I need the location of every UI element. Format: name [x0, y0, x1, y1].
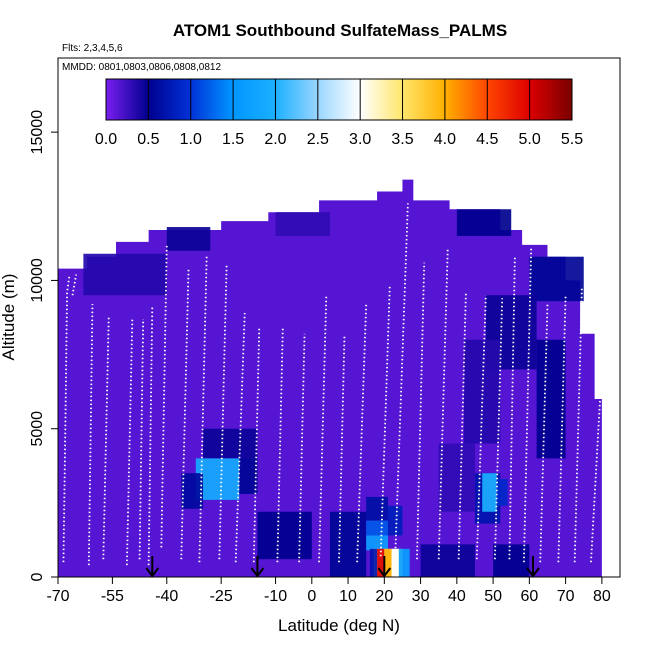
flight-track — [539, 304, 549, 563]
flight-track — [198, 256, 208, 563]
y-tick-label: 10000 — [29, 258, 46, 303]
colorbar-tick-label: 2.5 — [307, 131, 329, 148]
plot-area — [57, 57, 621, 578]
arrow-head — [145, 567, 160, 578]
heatmap-cell — [420, 544, 475, 577]
x-tick-label: 0 — [307, 588, 316, 605]
flight-track — [125, 318, 134, 566]
flight-track — [457, 292, 467, 560]
x-axis: -70 -55 -40 -25 -10 0 10 20 30 40 50 60 70 80 — [46, 576, 620, 605]
flight-track — [234, 313, 246, 563]
y-tick-label: 5000 — [29, 411, 46, 447]
colorbar-tick-label: 3.0 — [349, 131, 371, 148]
flight-track — [218, 265, 228, 560]
flight-track — [557, 295, 567, 563]
flight-tracks-layer — [62, 203, 601, 566]
dates-subtitle: MMDD: 0801,0803,0806,0808,0812 — [62, 62, 221, 73]
heatmap-cell — [257, 511, 312, 560]
heatmap-cell — [384, 548, 392, 577]
flight-track — [338, 336, 346, 563]
colorbar-tick-label: 2.0 — [264, 131, 286, 148]
flight-track — [590, 399, 601, 563]
x-tick-label: 10 — [339, 588, 357, 605]
colorbar-tick-label: 4.5 — [476, 131, 498, 148]
flight-track — [379, 286, 391, 557]
arrows-layer — [145, 556, 540, 578]
flight-track — [276, 327, 284, 563]
heatmap-cell — [275, 212, 330, 236]
x-tick-label: -25 — [210, 588, 233, 605]
x-tick-label: 40 — [448, 588, 466, 605]
heatmap-cell — [83, 253, 167, 296]
colorbar-tick-label: 0.0 — [95, 131, 117, 148]
colorbar-tick-label: 3.5 — [391, 131, 413, 148]
colorbar-tick-label: 5.5 — [561, 131, 583, 148]
heatmap-layer — [58, 179, 602, 577]
flight-track — [318, 295, 328, 563]
x-tick-label: 20 — [375, 588, 393, 605]
heatmap-cell — [329, 511, 367, 577]
heatmap-cell — [391, 548, 399, 577]
heatmap-cell — [496, 479, 508, 506]
heatmap-cell — [482, 473, 497, 512]
heatmap-cell — [366, 520, 388, 536]
colorbar-tick-label: 4.0 — [434, 131, 456, 148]
colorbar-gradient — [105, 78, 573, 121]
colorbar-ticks: 0.0 0.5 1.0 1.5 2.0 2.5 3.0 3.5 4.0 4.5 5.0 5.5 — [95, 79, 583, 148]
x-tick-label: -40 — [155, 588, 178, 605]
x-tick-label: -55 — [101, 588, 124, 605]
heatmap-cell — [366, 535, 388, 551]
flight-track — [180, 268, 190, 560]
flight-track — [475, 295, 487, 560]
heatmap-cell — [181, 473, 204, 509]
arrow-head — [250, 567, 265, 578]
y-axis-label: Altitude (m) — [0, 274, 18, 361]
flight-track — [138, 318, 145, 560]
x-axis-label: Latitude (deg N) — [278, 616, 400, 635]
x-tick-label: 30 — [412, 588, 430, 605]
heatmap-cell — [536, 339, 566, 459]
flight-track — [416, 262, 426, 560]
colorbar-tick-label: 0.5 — [137, 131, 159, 148]
flight-track — [523, 247, 533, 563]
heatmap-cell — [203, 428, 258, 459]
flights-subtitle: Flts: 2,3,4,5,6 — [62, 43, 123, 54]
heatmap-cell — [369, 548, 378, 577]
flight-track — [160, 244, 168, 548]
x-tick-label: -70 — [46, 588, 69, 605]
heatmap-cell — [366, 496, 388, 521]
x-tick-label: 80 — [593, 588, 611, 605]
x-tick-label: 50 — [484, 588, 502, 605]
flight-track — [252, 327, 261, 563]
colorbar: 0.0 0.5 1.0 1.5 2.0 2.5 3.0 3.5 4.0 4.5 5.0 5.5 — [95, 78, 583, 148]
x-tick-label: 70 — [557, 588, 575, 605]
heatmap-cell — [377, 548, 385, 577]
flight-track — [356, 304, 368, 563]
colorbar-tick-label: 1.5 — [222, 131, 244, 148]
heatmap-cell — [464, 339, 501, 444]
heatmap-cell — [456, 209, 512, 236]
flight-track — [394, 203, 409, 557]
heatmap-cell — [239, 458, 258, 494]
y-tick-label: 15000 — [29, 110, 46, 155]
colorbar-tick-label: 5.0 — [519, 131, 541, 148]
arrow-head — [526, 567, 540, 578]
heatmap-cell — [398, 548, 410, 577]
flight-track — [508, 256, 516, 560]
colorbar-tick-label: 1.0 — [180, 131, 202, 148]
heatmap-cell — [166, 227, 211, 251]
y-axis: 0 5000 10000 15000 — [29, 110, 58, 581]
x-tick-label: -10 — [264, 588, 287, 605]
flight-track — [147, 307, 154, 566]
arrow-head — [377, 567, 392, 578]
heatmap-cell — [529, 256, 584, 302]
chart-title: ATOM1 Southbound SulfateMass_PALMS — [173, 21, 507, 40]
y-tick-label: 0 — [29, 572, 46, 581]
heatmap-cell — [438, 443, 475, 512]
x-tick-label: 60 — [520, 588, 538, 605]
heatmap-cell — [387, 505, 403, 536]
flight-track — [102, 315, 110, 560]
